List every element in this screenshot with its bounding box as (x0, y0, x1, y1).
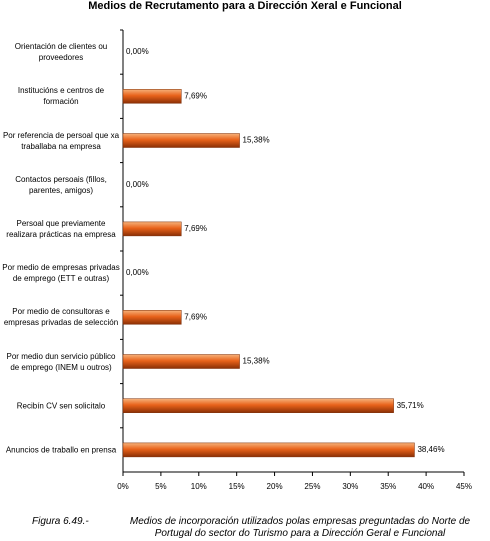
bar (122, 310, 182, 325)
value-label: 38,46% (417, 445, 444, 454)
category-label: Por medio dun servicio público de empreg… (6, 351, 116, 372)
value-label: 0,00% (126, 180, 149, 189)
value-label: 7,69% (184, 312, 207, 321)
x-tick-label: 5% (155, 482, 167, 491)
category-label: Por referencia de persoal que xa traball… (2, 130, 120, 151)
bar (122, 354, 240, 369)
bar (122, 221, 182, 237)
caption-label: Figura 6.49.- (32, 516, 89, 527)
value-label: 7,69% (184, 91, 207, 100)
category-label: Por medio de empresas privadas de empreg… (2, 263, 120, 284)
x-tick-label: 20% (267, 482, 283, 491)
category-label: Persoal que previamente realizara prácti… (6, 218, 116, 239)
value-label: 7,69% (184, 224, 207, 233)
caption: Medios de incorporación utilizados polas… (129, 516, 471, 539)
x-tick-label: 40% (418, 482, 434, 491)
x-tick-label: 25% (304, 482, 320, 491)
value-label: 35,71% (397, 401, 424, 410)
x-tick-label: 35% (380, 482, 396, 491)
value-label: 15,38% (243, 136, 270, 145)
category-label: Anuncios de traballo en prensa (5, 445, 117, 455)
bar (122, 133, 240, 148)
category-label: Contactos persoais (fillos, parentes, am… (15, 174, 107, 195)
bar (122, 398, 394, 413)
value-label: 0,00% (126, 47, 149, 56)
category-label: Recibín CV sen solicitalo (16, 401, 106, 411)
x-tick-label: 30% (342, 482, 358, 491)
category-label: Por medio de consultoras e empresas priv… (3, 307, 119, 328)
value-label: 15,38% (243, 357, 270, 366)
x-tick-label: 0% (117, 482, 129, 491)
category-label: Orientación de clientes ou proveedores (14, 42, 108, 63)
bar (122, 442, 415, 458)
category-label: Institucións e centros de formación (17, 86, 105, 107)
chart-title: Medios de Recrutamento para a Dirección … (88, 0, 402, 12)
x-tick-label: 10% (191, 482, 207, 491)
x-tick-label: 15% (229, 482, 245, 491)
bar (122, 89, 182, 104)
x-tick-label: 45% (456, 482, 472, 491)
value-label: 0,00% (126, 268, 149, 277)
